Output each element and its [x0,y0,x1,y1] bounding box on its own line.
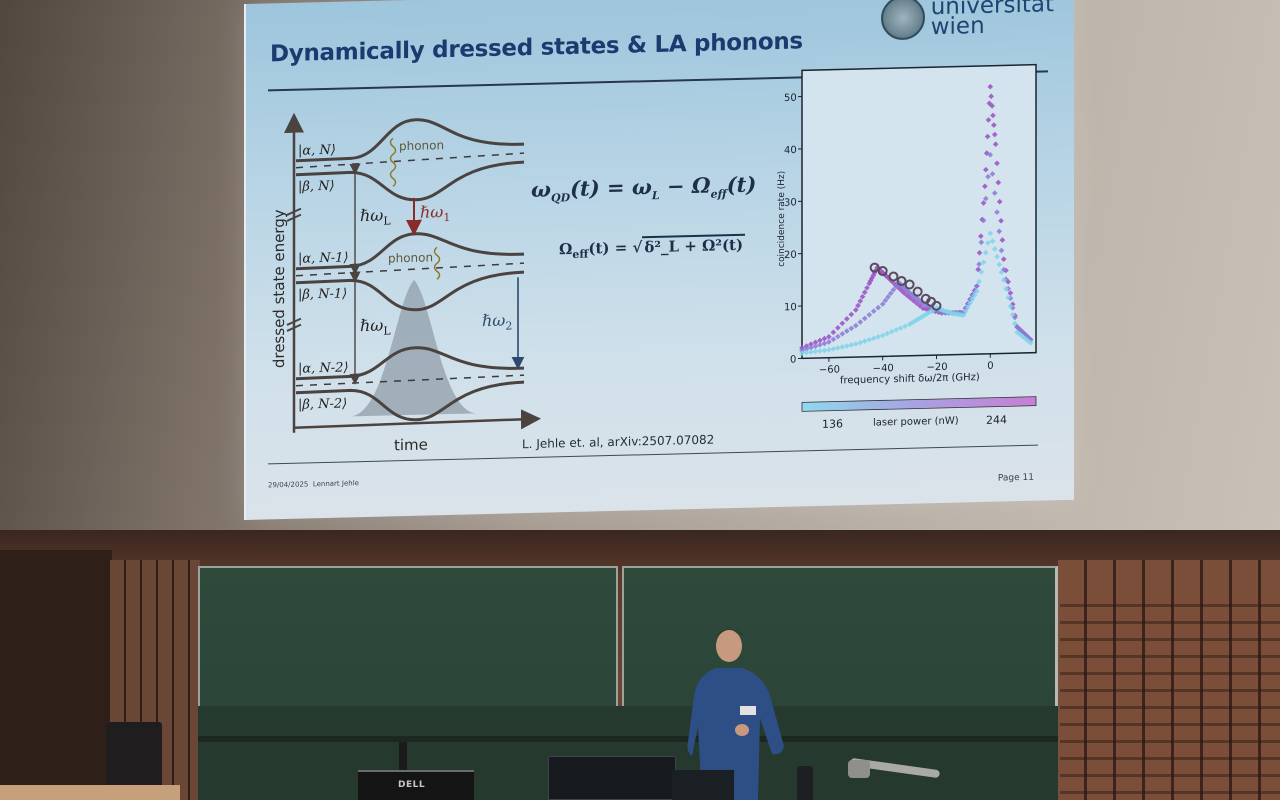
chalk-ledge [198,736,1058,742]
time-axis [293,409,541,430]
water-bottle [797,766,813,800]
svg-text:ℏω2: ℏω2 [482,310,512,333]
phonon-wave-1 [389,137,397,187]
x-axis-label: time [394,436,428,455]
phonon-label: phonon [388,250,433,265]
svg-text:20: 20 [784,250,797,261]
footer-author: Lennart Jehle [312,479,359,489]
wood-panels-right [1058,560,1280,800]
state-label: |α, N-1⟩ [298,250,349,266]
y-axis-label: dressed state energy [270,209,288,368]
svg-text:0: 0 [790,355,796,366]
colorbar [801,396,1037,412]
monitor-stand [399,742,407,772]
equation-effective-rabi: Ωeff(t) = √ δ²_L + Ω²(t) [559,233,771,261]
state-label: |α, N⟩ [298,143,336,159]
svg-text:ℏωL: ℏωL [360,205,391,228]
laptop [548,756,676,800]
citation: L. Jehle et. al, arXiv:2507.07082 [522,432,715,452]
svg-text:50: 50 [784,93,797,104]
coincidence-rate-chart: −60 −40 −20 0 0 10 20 30 40 50 coincidence rate (… [777,63,1037,431]
footer-date: 29/04/2025 [268,480,309,490]
page-number: Page 11 [997,472,1034,484]
svg-text:−60: −60 [819,364,840,376]
state-label: |β, N-1⟩ [298,286,347,302]
chart-y-label: coincidence rate (Hz) [777,171,787,267]
svg-text:−20: −20 [926,362,947,374]
desk [0,785,180,800]
projected-slide: Dynamically dressed states & LA phonons … [244,0,1074,521]
university-seal-icon [880,0,925,41]
slide-footer-left: 29/04/2025 Lennart Jehle [268,479,359,489]
svg-text:0: 0 [987,361,993,372]
phonon-wave-2 [433,246,441,280]
state-label: |α, N-2⟩ [298,360,349,376]
logo-text: universität wien [931,0,1054,40]
equation-qd-frequency: ωQD(t) = ωL − Ωeff(t) [531,171,757,205]
svg-text:ℏω1: ℏω1 [420,202,450,225]
equations: ωQD(t) = ωL − Ωeff(t) Ωeff(t) = √ δ²_L + … [531,171,771,262]
state-label: |β, N-2⟩ [298,396,347,412]
svg-text:10: 10 [784,302,797,313]
laptop-2 [672,770,734,800]
slide-title: Dynamically dressed states & LA phonons [270,28,803,68]
colorbar-tick-high: 244 [986,413,1007,427]
dressed-state-diagram: |α, N⟩ |β, N⟩ |α, N-1⟩ |β, N-1⟩ |α, N-2⟩… [270,112,541,455]
presenter [687,629,784,800]
plot-area [801,63,1037,360]
svg-text:40: 40 [784,145,797,156]
wood-grille [1060,590,1280,800]
phonon-label: phonon [399,138,444,153]
document-camera-head [848,760,870,778]
svg-text:ℏωL: ℏωL [360,315,391,338]
svg-text:30: 30 [784,197,797,208]
chart-x-label: frequency shift δω/2π (GHz) [840,372,980,386]
dell-monitor: DELL [358,770,474,800]
colorbar-tick-low: 136 [822,417,843,431]
door [0,550,112,800]
university-logo: universität wien [880,0,1054,41]
data-points [799,83,1034,356]
svg-text:−40: −40 [873,363,894,375]
state-label: |β, N⟩ [298,179,335,195]
colorbar-label: laser power (nW) [873,416,959,429]
